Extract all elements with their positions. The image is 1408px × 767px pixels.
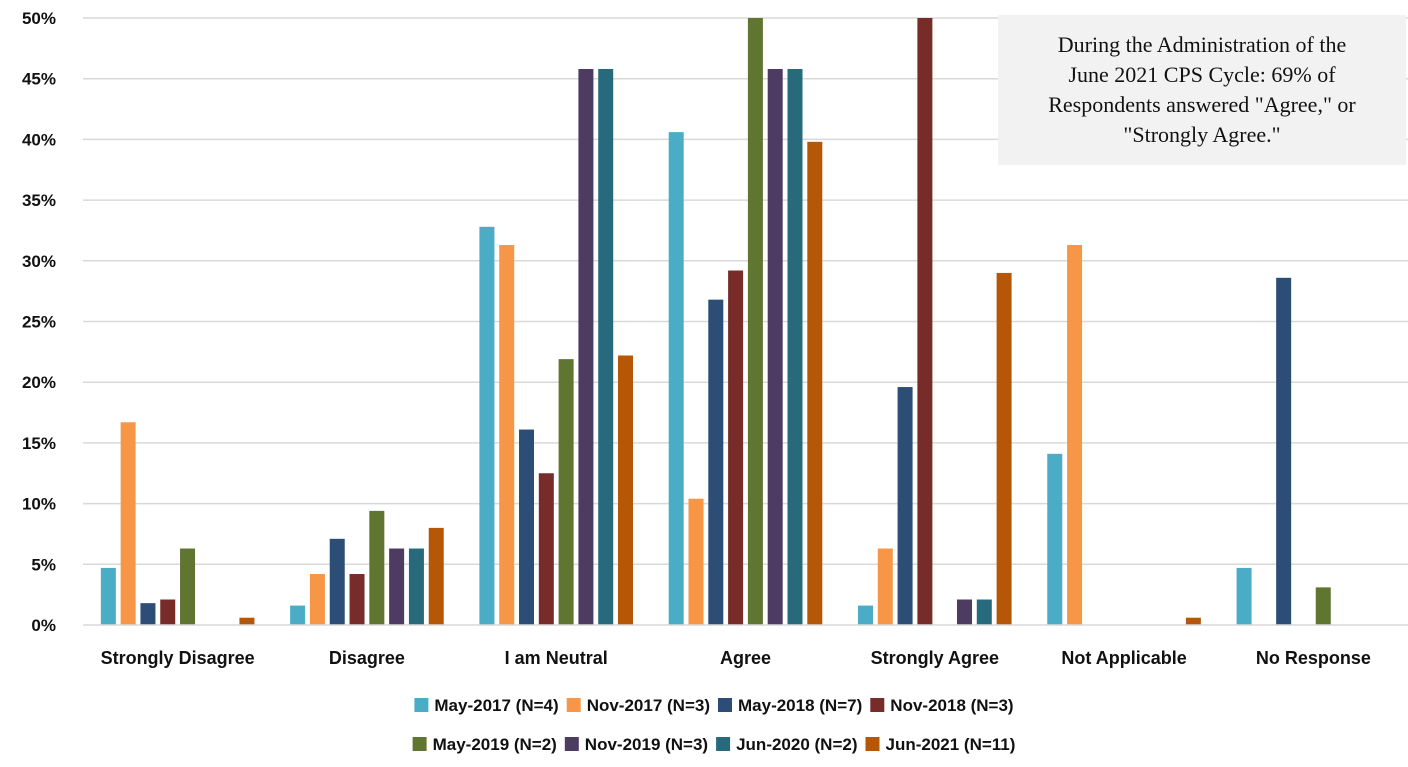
bar: [519, 429, 535, 625]
bar: [160, 599, 176, 625]
legend-swatch: [412, 737, 427, 751]
bar: [956, 599, 972, 625]
bar: [807, 141, 823, 625]
bar: [120, 422, 136, 625]
annotation-text: During the Administration of the June 20…: [1048, 32, 1356, 147]
bar: [180, 548, 196, 625]
category-label: No Response: [1256, 648, 1371, 668]
legend: May-2017 (N=4) Nov-2017 (N=3) May-2018 (N=…: [412, 696, 1016, 754]
legend-label: Nov-2018 (N=3): [890, 696, 1013, 715]
category-label: Strongly Agree: [871, 648, 999, 668]
bar: [728, 270, 744, 625]
bar: [598, 68, 614, 626]
category-label: Strongly Disagree: [101, 648, 255, 668]
bar: [767, 68, 783, 626]
bar: [329, 538, 345, 625]
bars: [100, 18, 1331, 626]
bar: [747, 18, 763, 625]
legend-label: May-2019 (N=2): [433, 735, 557, 754]
category-label: Not Applicable: [1061, 648, 1186, 668]
y-tick-label: 5%: [31, 555, 56, 574]
legend-label: May-2018 (N=7): [738, 696, 862, 715]
bar: [877, 548, 893, 625]
y-tick-label: 45%: [22, 70, 56, 89]
y-tick-label: 10%: [22, 495, 56, 514]
bar: [618, 355, 634, 625]
y-tick-label: 40%: [22, 130, 56, 149]
bar: [976, 599, 992, 625]
bar: [309, 574, 325, 625]
legend-swatch: [716, 737, 731, 751]
bar: [100, 567, 116, 625]
bar: [1236, 567, 1252, 625]
bar: [499, 245, 515, 625]
bar: [996, 272, 1012, 625]
legend-label: Nov-2019 (N=3): [585, 735, 708, 754]
bar: [1185, 617, 1201, 625]
bar: [479, 226, 495, 625]
category-label: Disagree: [329, 648, 405, 668]
bar: [917, 18, 933, 625]
bar: [140, 603, 156, 625]
bar: [389, 548, 405, 625]
y-tick-label: 25%: [22, 313, 56, 332]
legend-swatch: [865, 737, 880, 751]
y-tick-label: 30%: [22, 252, 56, 271]
bar: [428, 527, 444, 625]
y-tick-label: 50%: [22, 9, 56, 28]
bar: [857, 605, 873, 625]
legend-swatch: [564, 737, 579, 751]
legend-label: Jun-2021 (N=11): [886, 735, 1016, 754]
bar: [578, 68, 594, 626]
y-tick-label: 20%: [22, 373, 56, 392]
bar: [1315, 587, 1331, 625]
y-tick-label: 15%: [22, 434, 56, 453]
legend-swatch: [566, 698, 581, 712]
bar: [708, 299, 724, 625]
bar: [668, 132, 684, 625]
category-labels: Strongly Disagree Disagree I am Neutral Agr…: [101, 648, 1371, 668]
bar: [897, 387, 913, 625]
category-label: Agree: [720, 648, 771, 668]
y-axis-ticks: 0% 5% 10% 15% 20% 25% 30% 35% 40% 45% 50%: [22, 9, 56, 635]
legend-label: Jun-2020 (N=2): [736, 735, 857, 754]
annotation-box: During the Administration of the June 20…: [998, 15, 1406, 165]
bar: [290, 605, 306, 625]
y-tick-label: 35%: [22, 191, 56, 210]
bar: [239, 617, 255, 625]
bar: [408, 548, 424, 625]
legend-label: Nov-2017 (N=3): [587, 696, 710, 715]
y-tick-label: 0%: [31, 616, 56, 635]
bar: [538, 473, 554, 625]
bar: [349, 574, 365, 625]
legend-label: May-2017 (N=4): [434, 696, 558, 715]
legend-swatch: [414, 698, 429, 712]
legend-swatch: [718, 698, 732, 712]
legend-swatch: [870, 698, 885, 712]
bar: [1047, 453, 1063, 625]
bar: [1067, 245, 1083, 625]
bar: [369, 510, 385, 625]
bar: [558, 359, 574, 625]
category-label: I am Neutral: [505, 648, 608, 668]
bar: [787, 68, 803, 626]
bar: [688, 498, 704, 625]
bar: [1276, 277, 1292, 625]
